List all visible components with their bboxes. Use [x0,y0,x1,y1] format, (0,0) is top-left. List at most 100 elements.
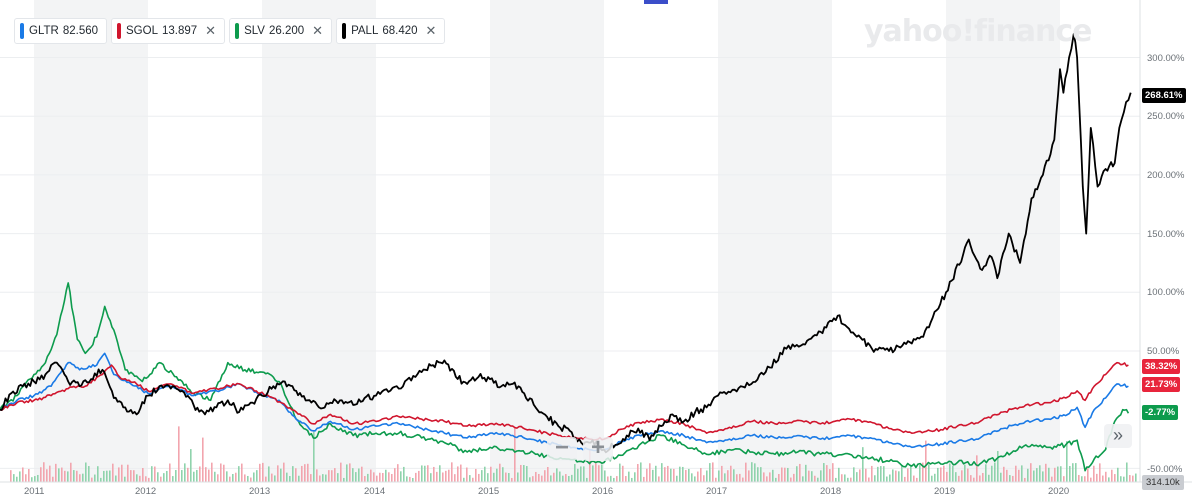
volume-bar [316,469,318,482]
year-band [490,0,604,482]
volume-bar [1108,477,1110,482]
volume-bar [1018,469,1020,482]
remove-slv-close-icon[interactable]: ✕ [312,23,324,38]
volume-bar [619,463,621,482]
volume-bar [988,474,990,482]
volume-bar [190,449,192,482]
volume-bar [748,470,750,482]
gltr-last-value-badge: 21.73% [1142,377,1181,392]
volume-bar [1003,466,1005,482]
volume-bar [61,467,63,482]
volume-bar [586,477,588,482]
pall-last-value-badge: 268.61% [1142,88,1186,103]
volume-bar [277,465,279,482]
volume-bar [91,477,93,482]
volume-bar [637,464,639,482]
volume-bar [124,476,126,482]
volume-bar [844,474,846,482]
volume-bar [823,463,825,482]
volume-bar [166,470,168,482]
volume-bar [118,467,120,482]
volume-bar [1000,472,1002,482]
series-color-swatch [117,23,122,39]
volume-bar [640,462,642,482]
volume-bar [919,465,921,482]
volume-bar [901,464,903,482]
volume-bar [808,470,810,482]
volume-bar [220,463,222,482]
volume-bar [481,470,483,482]
volume-bar [274,475,276,482]
volume-bar [649,463,651,482]
volume-bar [550,475,552,482]
volume-bar [589,449,591,482]
volume-bar [868,477,870,482]
volume-bar [763,472,765,482]
volume-bar [454,474,456,482]
legend-chip-slv[interactable]: SLV 26.200 ✕ [229,18,333,44]
year-band [34,0,148,482]
volume-bar [1096,473,1098,482]
series-line-pall [0,33,1132,454]
volume-bar [280,468,282,482]
sgol-last-value-badge: 38.32% [1142,359,1181,374]
remove-sgol-close-icon[interactable]: ✕ [205,23,217,38]
remove-pall-close-icon[interactable]: ✕ [425,23,437,38]
volume-bar [208,469,210,482]
volume-bar [1087,468,1089,482]
volume-bar [883,466,885,482]
volume-bar [28,469,30,482]
volume-bar [301,465,303,482]
volume-bar [358,468,360,482]
volume-bar [256,470,258,482]
volume-bar [937,467,939,482]
legend-chip-sgol[interactable]: SGOL 13.897 ✕ [111,18,226,44]
volume-bar [832,463,834,482]
scroll-right-chevron-icon[interactable]: » [1104,424,1132,448]
x-tick-label: 2013 [249,486,271,497]
volume-bar [508,473,510,482]
volume-bar [991,465,993,482]
volume-bar [964,464,966,482]
y-tick-label: -50.00% [1147,464,1183,475]
volume-bar [820,470,822,482]
volume-bar [73,470,75,482]
top-accent-bar [644,0,668,4]
volume-bar [346,464,348,482]
volume-bar [592,465,594,482]
volume-bar [331,470,333,482]
zoom-in-button[interactable]: + [583,436,613,461]
volume-bar [304,464,306,482]
volume-bar [1030,463,1032,482]
volume-bar [214,471,216,482]
volume-bar [202,437,204,482]
volume-bar [970,475,972,482]
volume-bar [580,466,582,482]
volume-bar [226,471,228,482]
legend-chip-pall[interactable]: PALL 68.420 ✕ [336,18,446,44]
volume-bar [772,469,774,482]
volume-bar [658,476,660,482]
volume-bar [259,463,261,482]
volume-bar [1069,466,1071,482]
volume-bar [49,465,51,482]
volume-bar [253,472,255,482]
x-tick-label: 2017 [706,486,728,497]
volume-bar [814,475,816,482]
zoom-out-button[interactable]: − [547,436,577,461]
volume-bar [211,462,213,482]
volume-bar [361,466,363,482]
volume-bar [340,462,342,482]
volume-bar [319,475,321,482]
legend-symbol: SGOL [126,25,158,37]
volume-bar [1039,465,1041,482]
volume-bar [892,469,894,482]
volume-bar [1015,465,1017,482]
volume-bar [265,476,267,482]
volume-bar [34,476,36,482]
legend-chip-gltr[interactable]: GLTR 82.560 [14,18,108,44]
volume-bar [13,474,15,482]
volume-bar [841,474,843,482]
volume-bar [505,472,507,482]
